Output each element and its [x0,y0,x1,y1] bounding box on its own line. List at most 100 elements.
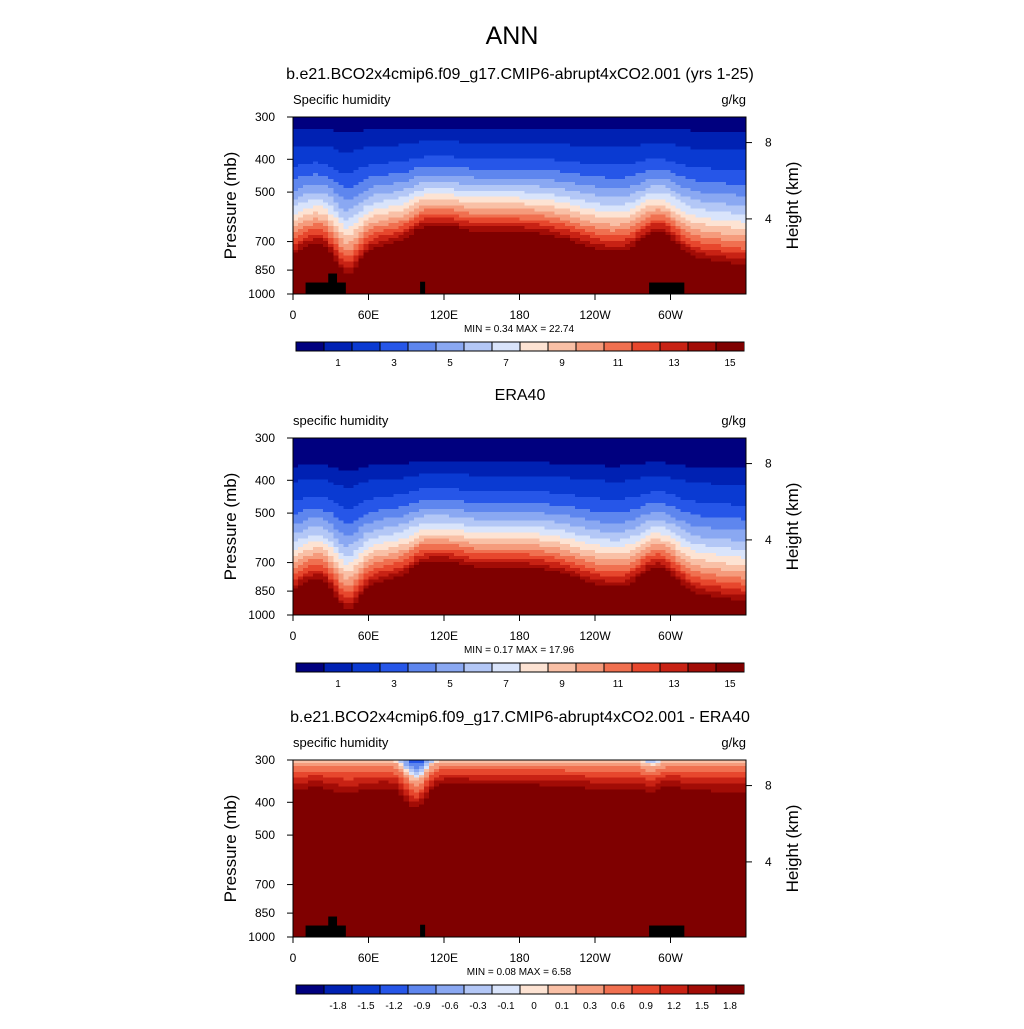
heatmap-cell [378,217,385,221]
heatmap-cell [635,240,641,245]
heatmap-cell [323,261,329,266]
heatmap-cell [534,122,541,127]
heatmap-cell [333,187,339,192]
heatmap-cell [529,176,536,180]
heatmap-cell [368,270,375,274]
heatmap-cell [534,149,541,153]
heatmap-cell [504,226,511,230]
heatmap-cell [710,270,717,274]
heatmap-cell [584,155,591,159]
heatmap-cell [358,240,365,245]
heatmap-cell [303,134,309,139]
heatmap-cell [735,187,742,192]
heatmap-cell [398,117,405,121]
heatmap-cell [574,264,581,269]
heatmap-cell [413,217,420,221]
heatmap-cell [645,208,651,212]
heatmap-cell [665,173,672,177]
heatmap-cell [695,196,702,201]
heatmap-cell [640,208,646,212]
heatmap-cell [524,193,531,198]
heatmap-cell [725,255,732,260]
heatmap-cell [403,220,410,224]
heatmap-cell [574,122,581,127]
heatmap-cell [413,143,420,148]
heatmap-cell [403,146,410,151]
heatmap-cell [600,252,606,257]
heatmap-cell [574,164,581,168]
heatmap-cell [494,226,500,230]
heatmap-cell [358,226,365,230]
heatmap-cell [725,223,732,227]
heatmap-cell [484,196,490,201]
heatmap-cell [298,181,304,186]
heatmap-cell [519,158,526,162]
heatmap-cell [328,237,334,242]
heatmap-cell [620,273,626,277]
heatmap-cell [584,205,591,210]
heatmap-cell [509,276,516,280]
heatmap-cell [479,243,485,248]
heatmap-cell [514,122,521,127]
heatmap-cell [640,235,646,239]
heatmap-cell [318,199,324,204]
heatmap-cell [333,137,339,142]
heatmap-cell [730,178,737,183]
heatmap-cell [318,208,324,212]
heatmap-cell [408,152,415,156]
heatmap-cell [720,119,727,124]
heatmap-cell [534,223,541,227]
heatmap-cell [449,252,455,257]
heatmap-cell [519,131,526,136]
heatmap-cell [670,137,677,142]
heatmap-cell [438,143,445,148]
heatmap-cell [569,164,576,168]
heatmap-cell [584,196,591,201]
heatmap-cell [383,252,390,257]
heatmap-cell [635,232,641,236]
heatmap-cell [519,267,526,271]
heatmap-cell [700,167,707,171]
heatmap-cell [454,226,460,230]
heatmap-cell [610,190,616,195]
heatmap-cell [368,190,375,195]
heatmap-cell [715,173,722,177]
heatmap-cell [610,220,616,224]
heatmap-cell [559,196,566,201]
heatmap-cell [308,267,314,271]
heatmap-cell [519,137,526,142]
heatmap-cell [499,122,505,127]
heatmap-cell [549,267,556,271]
heatmap-cell [695,229,702,233]
heatmap-cell [378,249,385,254]
heatmap-cell [740,267,747,271]
heatmap-cell [735,131,742,136]
heatmap-cell [449,273,455,277]
heatmap-cell [413,258,420,263]
heatmap-cell [313,243,319,248]
heatmap-cell [534,240,541,245]
heatmap-cell [544,146,551,151]
heatmap-cell [348,187,354,192]
heatmap-cell [313,205,319,210]
heatmap-cell [605,276,611,280]
heatmap-cell [318,220,324,224]
heatmap-cell [695,226,702,230]
heatmap-cell [433,134,440,139]
heatmap-cell [479,279,485,283]
heatmap-cell [338,164,344,168]
heatmap-cell [705,229,712,233]
heatmap-cell [569,146,576,151]
heatmap-cell [655,137,662,142]
heatmap-cell [625,187,631,192]
heatmap-cell [474,196,480,201]
heatmap-cell [303,176,309,180]
heatmap-cell [635,170,641,174]
heatmap-cell [630,184,636,189]
heatmap-cell [539,176,546,180]
heatmap-cell [338,243,344,248]
heatmap-cell [308,137,314,142]
heatmap-cell [529,167,536,171]
heatmap-cell [328,158,334,162]
heatmap-cell [418,146,425,151]
